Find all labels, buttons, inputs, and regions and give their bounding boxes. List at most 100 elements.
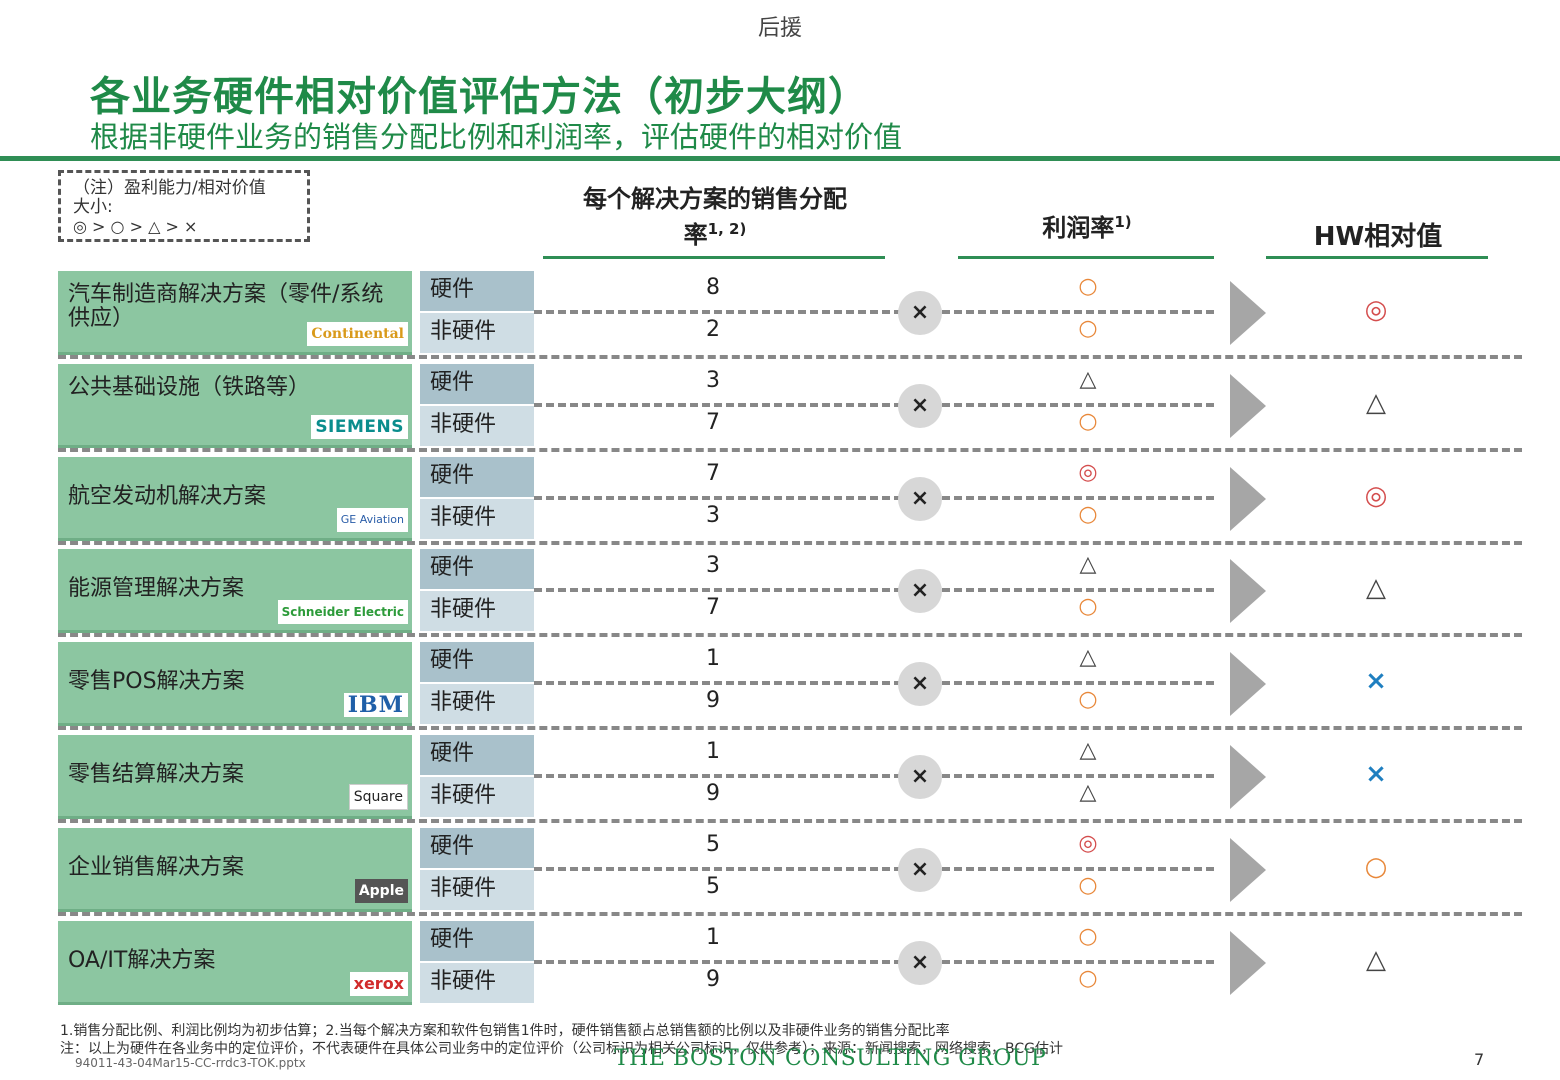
non-hardware-ratio: 2 <box>706 317 720 342</box>
business-cell: 零售POS解决方案 IBM <box>58 642 412 727</box>
table-row: OA/IT解决方案 xerox 硬件 非硬件 1 9 × ○ ○ △ <box>0 920 1560 1005</box>
row-separator <box>58 540 1522 545</box>
non-hardware-tag: 非硬件 <box>420 405 534 446</box>
row-separator <box>58 819 1522 823</box>
company-logo: Apple <box>354 878 408 903</box>
table-row: 零售POS解决方案 IBM 硬件 非硬件 1 9 × △ ○ × <box>0 642 1560 731</box>
multiply-icon: × <box>898 662 942 707</box>
company-logo: Square <box>348 784 408 810</box>
non-hardware-tag: 非硬件 <box>420 684 534 725</box>
row-middle-divider <box>534 402 1214 407</box>
business-cell: 航空发动机解决方案 GE Aviation <box>58 456 412 541</box>
hw-relative-value-symbol: ◎ <box>1364 480 1388 511</box>
multiply-icon: × <box>898 569 942 614</box>
multiply-icon: × <box>898 383 942 428</box>
hardware-tag: 硬件 <box>420 549 534 590</box>
table-row: 公共基础设施（铁路等） SIEMENS 硬件 非硬件 3 7 × △ ○ △ <box>0 363 1560 452</box>
file-code: 94011-43-04Mar15-CC-rrdc3-TOK.pptx <box>75 1056 306 1070</box>
column-header-sales-sup: 1, 2) <box>707 220 747 238</box>
non-hardware-profit-symbol: ○ <box>1078 872 1098 898</box>
table-row: 汽车制造商解决方案（零件/系统供应） Continental 硬件 非硬件 8 … <box>0 271 1560 359</box>
hw-relative-value-symbol: ○ <box>1364 851 1388 882</box>
non-hardware-ratio: 5 <box>706 873 720 899</box>
column-header-sales-line2: 率 <box>683 221 708 249</box>
row-separator <box>58 633 1522 638</box>
row-middle-divider <box>534 959 1214 964</box>
hardware-profit-symbol: △ <box>1079 366 1097 392</box>
hardware-profit-symbol: ◎ <box>1078 459 1098 485</box>
column-underline-profit <box>958 256 1214 259</box>
non-hardware-ratio: 9 <box>706 781 720 806</box>
legend-note-line1: （注）盈利能力/相对价值 <box>73 178 266 198</box>
hardware-profit-symbol: ○ <box>1078 923 1098 949</box>
row-separator <box>58 911 1522 916</box>
legend-note-line2: 大小: <box>73 197 113 217</box>
company-logo: Schneider Electric <box>277 600 408 625</box>
non-hardware-tag: 非硬件 <box>420 962 534 1003</box>
hardware-tag: 硬件 <box>420 827 534 868</box>
non-hardware-profit-symbol: ○ <box>1078 316 1098 341</box>
business-name: 零售POS解决方案 <box>68 669 245 695</box>
hw-relative-value-symbol: × <box>1365 666 1387 697</box>
business-name: 零售结算解决方案 <box>68 762 245 787</box>
multiply-icon: × <box>898 847 942 892</box>
business-name: 公共基础设施（铁路等） <box>68 374 311 400</box>
column-underline-sales <box>543 256 885 259</box>
arrow-right-icon <box>1230 373 1266 438</box>
business-cell: 汽车制造商解决方案（零件/系统供应） Continental <box>58 271 412 355</box>
row-middle-divider <box>534 495 1214 500</box>
business-name: OA/IT解决方案 <box>68 947 216 973</box>
business-name: 汽车制造商解决方案（零件/系统供应） <box>68 282 384 331</box>
business-cell: 企业销售解决方案 Apple <box>58 827 412 912</box>
column-header-profit-sup: 1) <box>1114 213 1132 231</box>
non-hardware-ratio: 7 <box>706 595 720 621</box>
business-cell: 能源管理解决方案 Schneider Electric <box>58 549 412 634</box>
multiply-icon: × <box>898 755 942 799</box>
top-label: 后援 <box>757 16 802 41</box>
business-name: 能源管理解决方案 <box>68 576 245 602</box>
non-hardware-tag: 非硬件 <box>420 591 534 632</box>
row-middle-divider <box>534 681 1214 686</box>
table-row: 零售结算解决方案 Square 硬件 非硬件 1 9 × △ △ × <box>0 735 1560 823</box>
arrow-right-icon <box>1230 652 1266 717</box>
arrow-right-icon <box>1230 466 1266 531</box>
page-number: 7 <box>1474 1050 1485 1069</box>
column-header-sales-line1: 每个解决方案的销售分配 <box>583 185 847 213</box>
non-hardware-profit-symbol: ○ <box>1078 594 1098 620</box>
row-middle-divider <box>534 310 1214 314</box>
hardware-tag: 硬件 <box>420 642 534 683</box>
row-separator <box>58 726 1522 731</box>
non-hardware-ratio: 9 <box>706 966 720 992</box>
row-middle-divider <box>534 588 1214 593</box>
non-hardware-ratio: 7 <box>706 409 720 435</box>
table-row: 企业销售解决方案 Apple 硬件 非硬件 5 5 × ◎ ○ ○ <box>0 827 1560 916</box>
hardware-tag: 硬件 <box>420 456 534 497</box>
column-header-sales: 每个解决方案的销售分配 率1, 2) <box>545 184 885 250</box>
hw-relative-value-symbol: △ <box>1366 573 1386 604</box>
business-cell: 零售结算解决方案 Square <box>58 735 412 819</box>
hardware-tag: 硬件 <box>420 735 534 775</box>
non-hardware-tag: 非硬件 <box>420 498 534 539</box>
arrow-right-icon <box>1230 930 1266 995</box>
hw-relative-value-symbol: △ <box>1366 944 1386 975</box>
arrow-right-icon <box>1230 837 1266 902</box>
hw-relative-value-symbol: △ <box>1366 387 1386 418</box>
column-header-profit-label: 利润率 <box>1042 214 1115 242</box>
non-hardware-profit-symbol: △ <box>1079 780 1097 805</box>
non-hardware-tag: 非硬件 <box>420 777 534 817</box>
company-logo: SIEMENS <box>311 414 408 439</box>
company-logo: xerox <box>349 971 408 996</box>
non-hardware-ratio: 3 <box>706 502 720 528</box>
hardware-profit-symbol: △ <box>1079 552 1097 578</box>
column-header-hw-value: HW相对值 <box>1313 222 1443 252</box>
column-underline-hw-value <box>1266 256 1488 259</box>
hw-relative-value-symbol: ◎ <box>1364 295 1388 325</box>
arrow-right-icon <box>1230 281 1266 345</box>
hw-relative-value-symbol: × <box>1365 759 1387 789</box>
footnote-2: 注：以上为硬件在各业务中的定位评价，不代表硬件在具体公司业务中的定位评价（公司标… <box>60 1041 1063 1057</box>
footnote-1: 1.销售分配比例、利润比例均为初步估算；2.当每个解决方案和软件包销售1件时，硬… <box>60 1023 950 1039</box>
hardware-profit-symbol: ◎ <box>1078 830 1098 856</box>
non-hardware-ratio: 9 <box>706 688 720 714</box>
hardware-profit-symbol: △ <box>1079 645 1097 671</box>
multiply-icon: × <box>898 940 942 985</box>
